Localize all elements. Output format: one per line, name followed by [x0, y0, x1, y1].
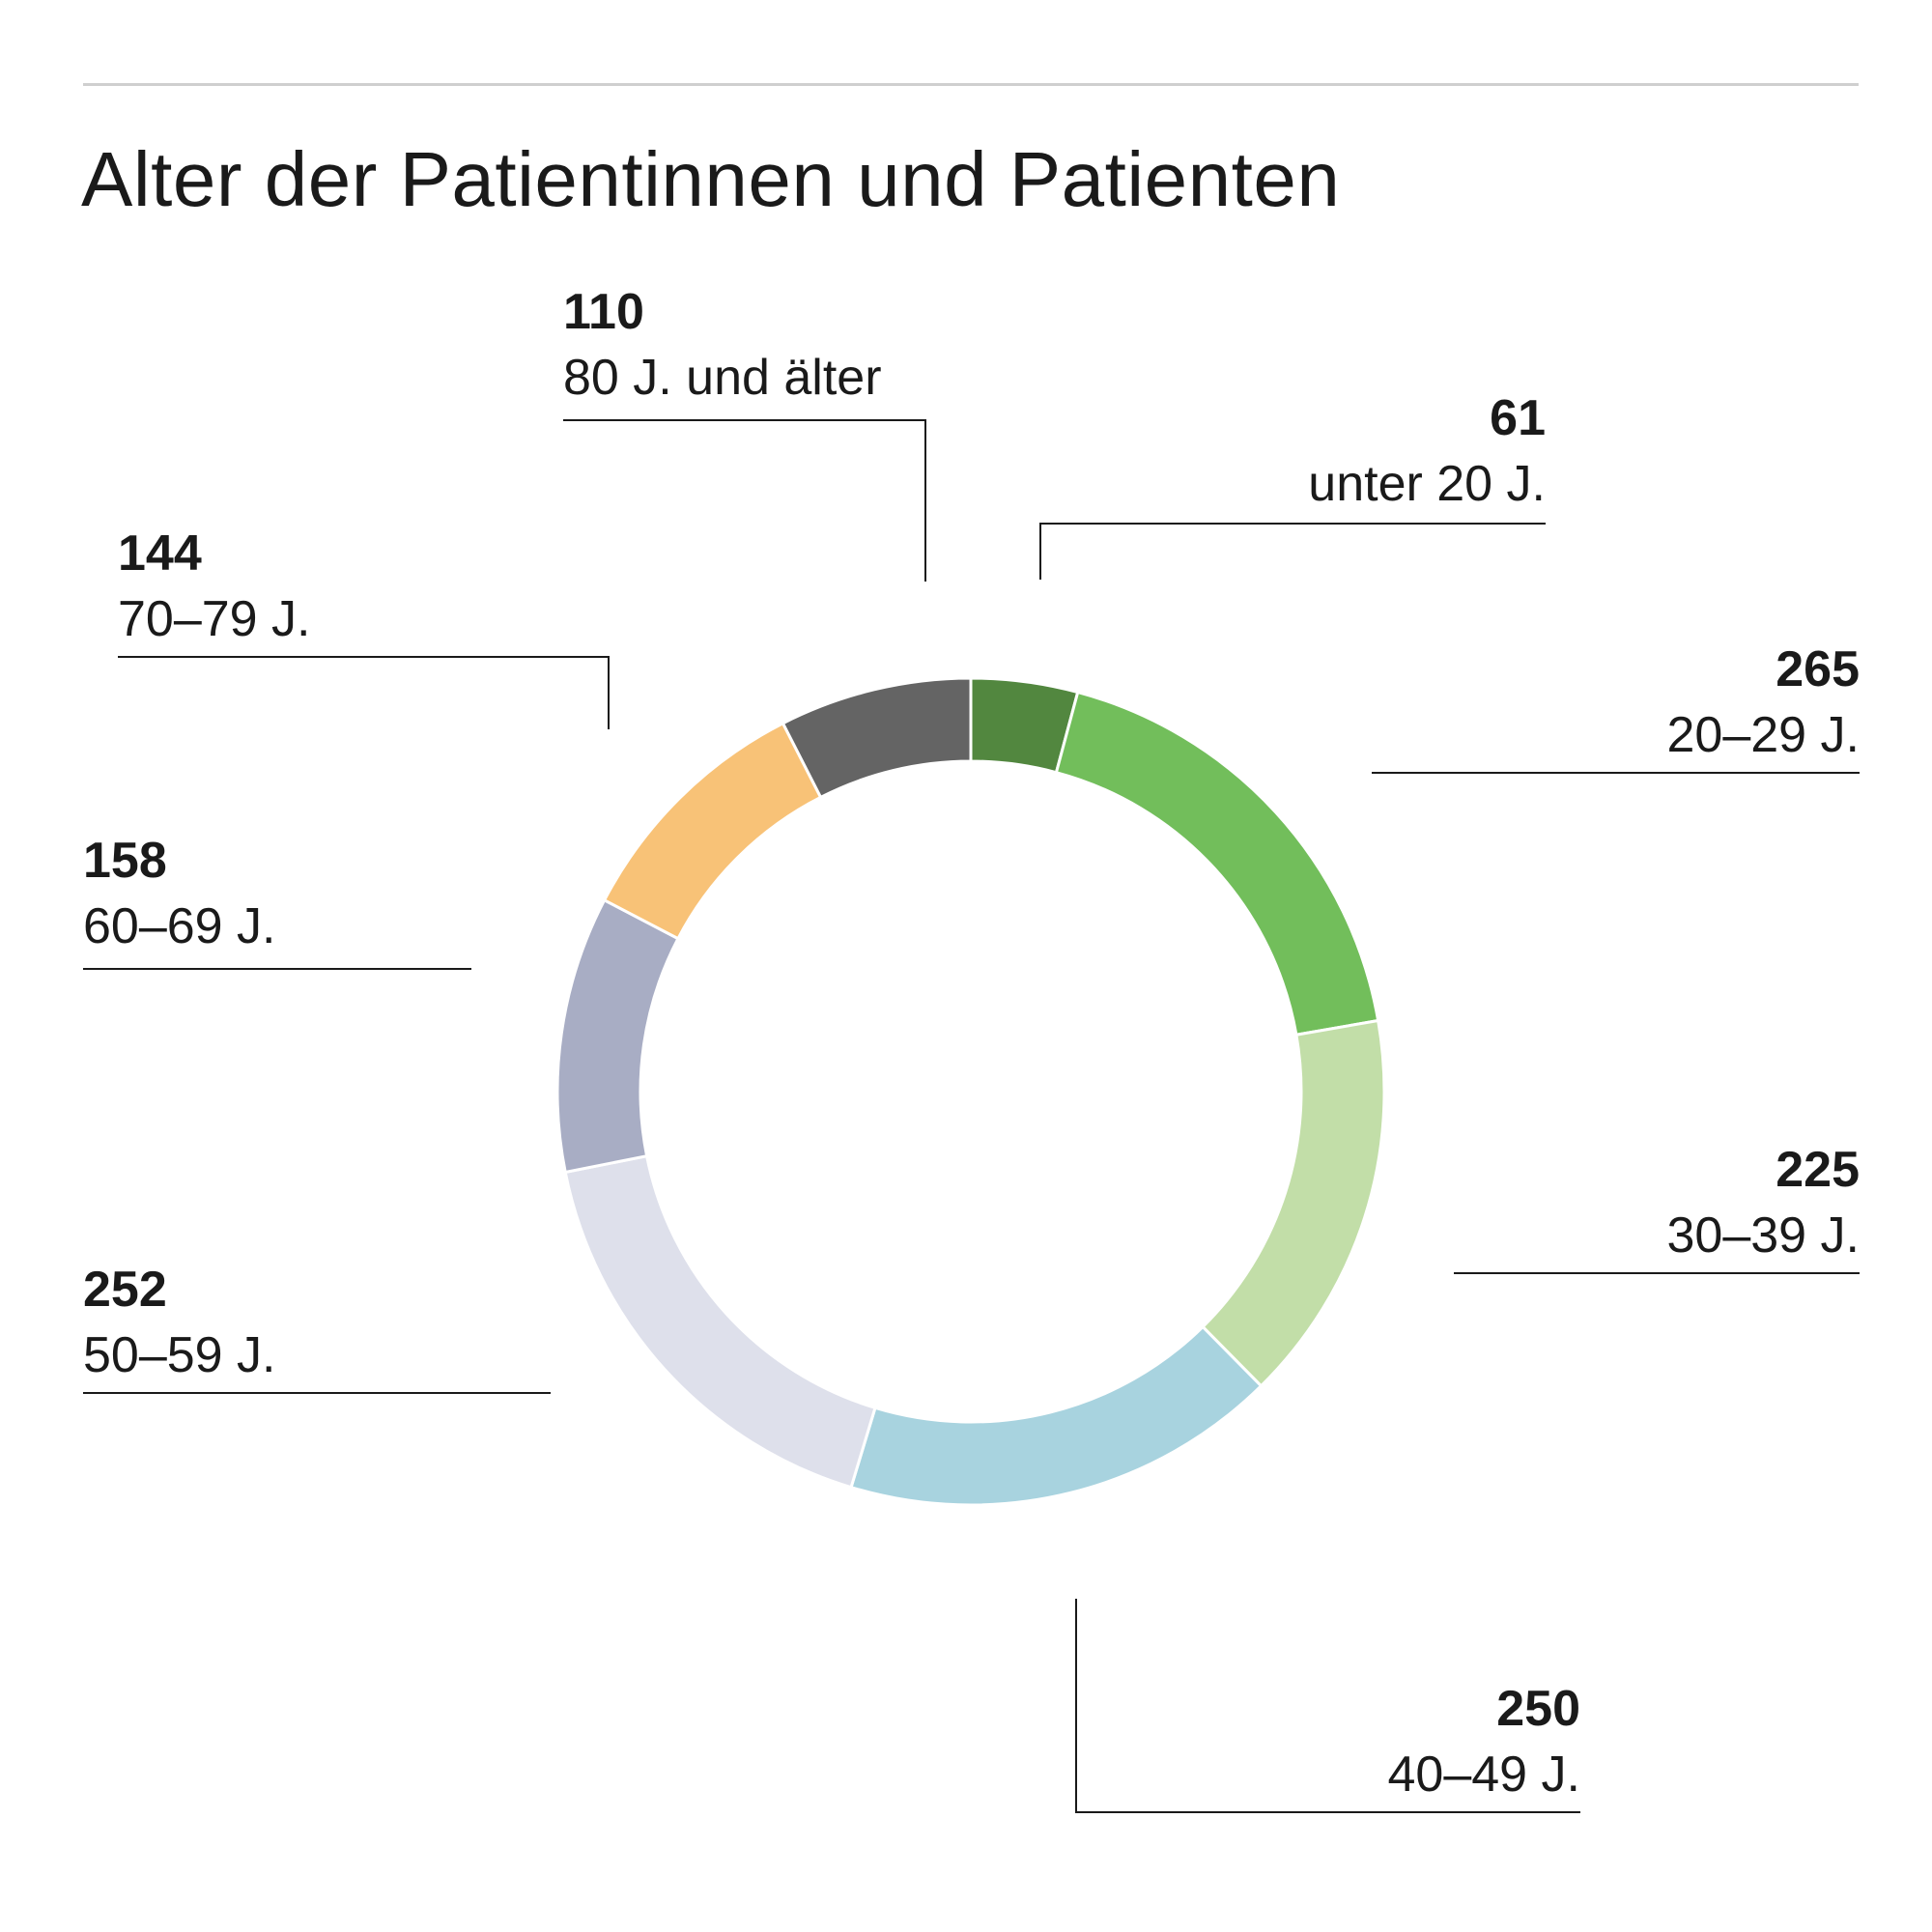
slice-category-label: 70–79 J. [118, 591, 311, 647]
slice-value-label: 110 [563, 284, 644, 340]
donut-slice [849, 1324, 1264, 1507]
donut-slice [781, 676, 973, 800]
donut-slice [1201, 1018, 1386, 1388]
slice-value-label: 158 [83, 833, 167, 889]
slice-category-label: unter 20 J. [1308, 456, 1546, 512]
slice-category-label: 80 J. und älter [563, 350, 882, 406]
slice-value-label: 252 [83, 1262, 167, 1318]
donut-slice [1054, 690, 1380, 1037]
leader-line [1075, 1599, 1580, 1813]
top-rule [83, 83, 1859, 86]
slice-category-label: 50–59 J. [83, 1327, 276, 1383]
chart-title: Alter der Patientinnen und Patienten [81, 136, 1341, 222]
slice-category-label: 30–39 J. [1667, 1208, 1861, 1264]
slice-category-label: 20–29 J. [1667, 707, 1861, 763]
leader-line [1039, 523, 1546, 580]
donut-slice [602, 721, 823, 941]
donut-slice [563, 1153, 877, 1490]
slice-category-label: 60–69 J. [83, 898, 276, 954]
donut-slice [555, 897, 680, 1175]
slice-value-label: 265 [1776, 641, 1860, 697]
slice-value-label: 61 [1490, 390, 1546, 446]
slice-value-label: 225 [1776, 1142, 1860, 1198]
leader-lines [83, 419, 1860, 1813]
slice-value-label: 144 [118, 526, 202, 582]
slice-category-label: 40–49 J. [1388, 1747, 1581, 1803]
leader-line [118, 656, 610, 729]
slice-labels: 61 unter 20 J. 265 20–29 J. 225 30–39 J. 250 40… [83, 284, 1860, 1803]
donut-slices [555, 676, 1386, 1507]
leader-line [563, 419, 926, 582]
slice-value-label: 250 [1496, 1681, 1580, 1737]
